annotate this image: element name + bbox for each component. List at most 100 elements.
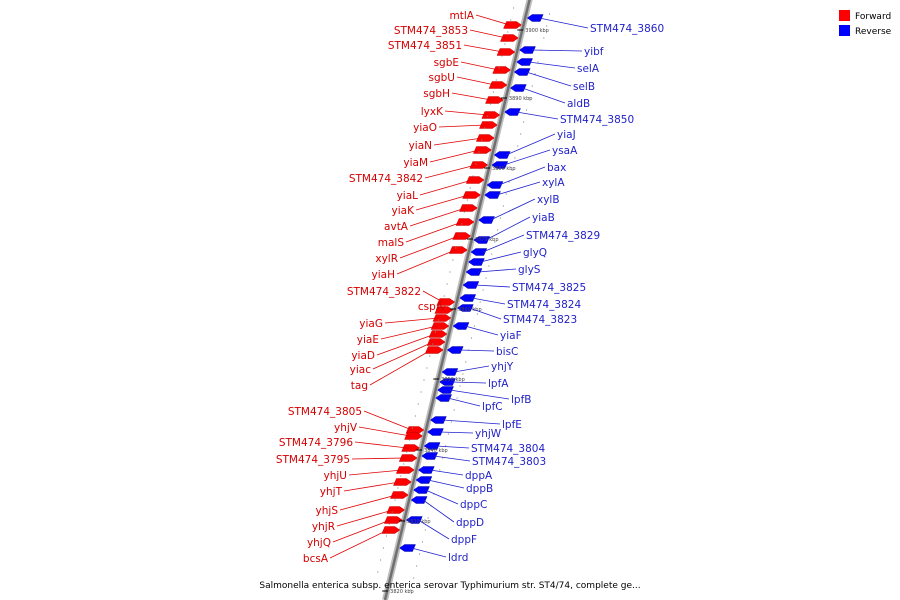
backbone-dot [413,577,415,579]
backbone-dot [507,31,509,33]
forward-gene-arrow [479,121,498,129]
forward-gene-label: STM474_3805 [288,406,362,418]
reverse-gene-arrow [399,544,416,552]
backbone-dot [488,265,490,267]
backbone-dot [455,247,457,249]
backbone-dot [522,121,525,123]
backbone-dot [424,529,426,531]
forward-leader-line [358,426,411,437]
forward-leader-line [376,333,436,356]
kbp-tick-label: 3880 kbp [492,166,516,172]
genome-caption: Salmonella enterica subsp. enterica sero… [259,581,640,591]
reverse-leader-line [482,234,525,253]
backbone-dot [501,55,503,57]
reverse-gene-label: xylA [542,177,565,189]
backbone-dot [484,127,486,129]
backbone-dot [437,319,440,321]
reverse-leader-line [464,325,499,336]
forward-leader-line [354,441,408,449]
backbone-dot [528,97,530,99]
forward-leader-line [396,249,456,275]
reverse-gene-arrow [504,108,521,116]
backbone-dot [460,223,463,225]
legend: Forward Reverse [839,10,892,37]
forward-gene-label: cspA [418,301,444,313]
forward-leader-line [343,481,400,492]
backbone-dot [543,37,545,39]
backbone-dot [414,415,416,417]
forward-leader-line [372,341,434,370]
forward-gene-label: yiaH [372,269,395,281]
forward-gene-arrow [473,146,492,154]
forward-gene-arrow [485,96,504,104]
forward-gene-label: STM474_3796 [279,437,353,449]
forward-gene-label: STM474_3795 [276,454,350,466]
backbone-dot [466,199,468,201]
kbp-tick-label: 3870 kbp [475,237,499,243]
forward-gene-label: yiaO [413,122,437,134]
forward-leader-line [405,221,463,243]
reverse-gene-label: dppC [460,499,487,511]
forward-leader-line [444,110,488,116]
reverse-leader-line [522,87,566,104]
backbone-dot [439,469,441,471]
reverse-leader-line [427,479,465,489]
forward-gene-label: STM474_3822 [347,286,421,298]
reverse-gene-arrow [526,14,544,22]
reverse-gene-arrow [459,294,477,302]
forward-leader-line [399,235,459,259]
reverse-gene-arrow [478,216,495,224]
kbp-tick-label: 3830 kbp [407,519,431,525]
forward-gene-label: yhjT [320,486,343,498]
backbone-dot [499,217,502,219]
backbone-dot [443,295,445,297]
backbone-dot [472,175,474,177]
forward-gene-label: yiac [350,364,372,376]
backbone-dot [394,499,396,501]
forward-leader-line [415,194,469,211]
kbp-tick-label: 3860 kbp [458,307,482,313]
reverse-gene-arrow [486,181,504,189]
backbone-dot [495,79,497,81]
forward-leader-line [348,469,403,476]
forward-gene-label: yiaK [392,205,416,217]
forward-gene-arrow [393,478,412,486]
forward-gene-arrow [496,48,516,56]
backbone-dot [511,169,513,171]
forward-gene-arrow [488,81,508,89]
forward-gene-arrow [492,66,512,74]
backbone-dot [459,385,461,387]
legend-forward-label: Forward [855,12,891,22]
backbone-dot [434,331,437,333]
forward-gene-label: yiaE [357,334,379,346]
forward-gene-arrow [436,298,456,306]
forward-gene-label: sgbU [429,72,456,84]
backbone-dot [400,475,402,477]
reverse-gene-arrow [468,258,485,266]
backbone-dot [546,25,548,27]
backbone-dot [420,391,422,393]
forward-gene-arrow [475,134,495,142]
backbone-dot [510,19,512,21]
reverse-leader-line [526,71,572,87]
forward-gene-label: yhjQ [307,537,331,549]
forward-gene-label: malS [378,237,405,249]
backbone-dot [403,463,405,465]
backbone-dot [411,427,414,429]
reverse-leader-line [439,431,474,434]
reverse-leader-line [480,251,522,263]
forward-gene-arrow [455,218,475,226]
forward-leader-line [433,137,483,146]
backbone-dot [482,289,484,291]
kbp-tick-label: 3890 kbp [509,96,533,102]
forward-gene-arrow [426,338,446,346]
reverse-gene-label: selA [577,63,600,75]
forward-gene-labels: mtlA STM474_3853 STM474_3851 sgbE sgbU sgbH ly… [276,10,475,565]
forward-gene-arrow [469,161,489,169]
reverse-gene-arrow [456,304,474,312]
forward-gene-arrow [500,34,519,42]
backbone-dot [492,91,494,93]
forward-leader-line [339,494,397,511]
reverse-leader-line [485,216,531,241]
reverse-gene-label: lpfB [511,394,531,406]
